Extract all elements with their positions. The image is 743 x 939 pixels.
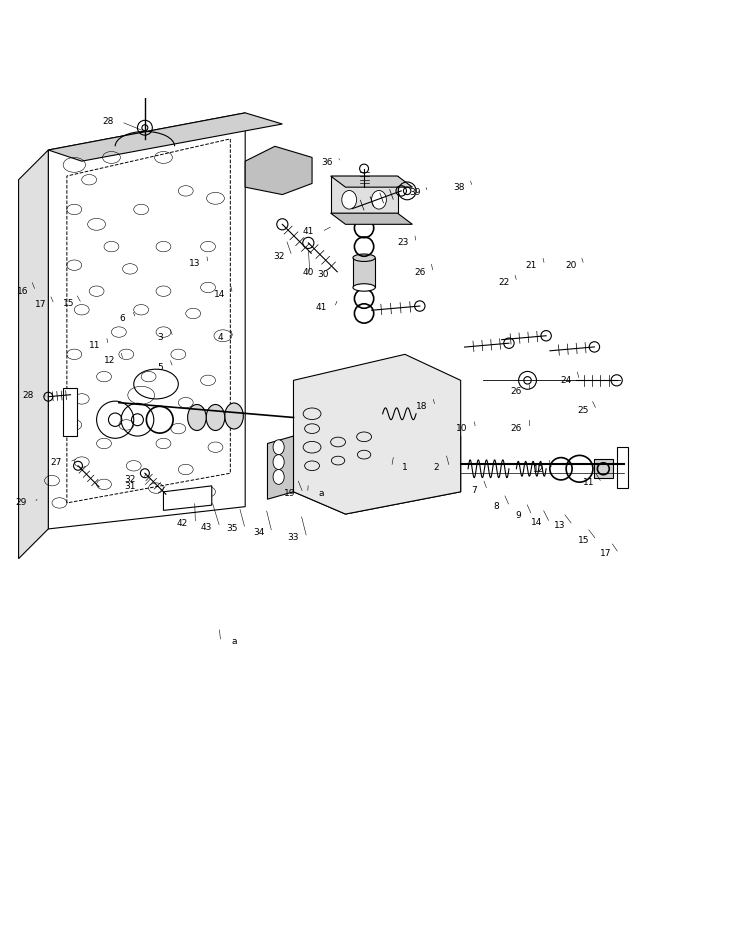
Polygon shape	[48, 113, 245, 529]
Text: 11: 11	[89, 341, 101, 350]
Text: 39: 39	[409, 188, 421, 197]
Text: 12: 12	[104, 356, 116, 364]
Text: 19: 19	[284, 489, 296, 498]
Polygon shape	[293, 436, 345, 514]
Text: 41: 41	[315, 303, 327, 312]
Polygon shape	[48, 113, 282, 162]
Text: 27: 27	[50, 457, 62, 467]
Bar	[353, 257, 375, 287]
Text: 17: 17	[35, 300, 47, 309]
Text: a: a	[231, 638, 237, 646]
Text: 3: 3	[157, 332, 163, 342]
Text: 2: 2	[433, 463, 439, 471]
Text: 15: 15	[62, 300, 74, 308]
Text: 28: 28	[22, 391, 34, 400]
Ellipse shape	[273, 454, 284, 470]
Ellipse shape	[273, 439, 284, 454]
Text: 17: 17	[600, 549, 611, 558]
Polygon shape	[331, 176, 398, 213]
Ellipse shape	[353, 254, 375, 261]
Text: 29: 29	[15, 499, 27, 507]
Text: 35: 35	[226, 525, 238, 533]
Text: 14: 14	[531, 518, 542, 528]
Bar	[617, 447, 628, 488]
Text: 23: 23	[397, 239, 409, 247]
Text: 13: 13	[554, 521, 565, 530]
Ellipse shape	[372, 191, 386, 209]
Polygon shape	[331, 213, 412, 224]
Text: 1: 1	[402, 463, 408, 471]
Polygon shape	[331, 176, 412, 187]
Text: 16: 16	[16, 286, 28, 296]
Ellipse shape	[207, 405, 224, 430]
Text: a: a	[318, 489, 324, 498]
Text: 31: 31	[124, 482, 136, 491]
Text: 38: 38	[453, 183, 465, 192]
Text: 18: 18	[416, 402, 428, 411]
Text: 32: 32	[273, 252, 285, 261]
Polygon shape	[267, 436, 293, 500]
Text: 15: 15	[577, 535, 589, 545]
Text: 34: 34	[253, 528, 265, 537]
Text: 26: 26	[510, 424, 522, 433]
Text: 5: 5	[157, 363, 163, 372]
Text: 32: 32	[124, 474, 136, 484]
Text: 13: 13	[189, 259, 201, 269]
Text: 30: 30	[317, 269, 329, 279]
Text: 36: 36	[321, 158, 333, 167]
Text: 43: 43	[201, 523, 212, 532]
Text: 4: 4	[217, 333, 223, 343]
Bar	[63, 388, 77, 436]
Text: 22: 22	[498, 278, 510, 286]
Text: 21: 21	[525, 261, 537, 269]
Text: 14: 14	[213, 289, 225, 299]
Text: 12: 12	[533, 465, 545, 474]
Text: 40: 40	[302, 269, 314, 277]
Text: 11: 11	[583, 478, 594, 487]
Polygon shape	[345, 436, 461, 514]
Polygon shape	[293, 354, 461, 514]
Ellipse shape	[224, 403, 243, 429]
Text: 28: 28	[102, 117, 114, 126]
Polygon shape	[19, 150, 48, 559]
Text: 25: 25	[577, 406, 589, 414]
Polygon shape	[245, 146, 312, 194]
Text: 9: 9	[516, 511, 522, 520]
Text: 10: 10	[456, 424, 468, 433]
Ellipse shape	[187, 405, 207, 430]
Text: 26: 26	[510, 387, 522, 396]
Text: 41: 41	[302, 227, 314, 237]
Bar	[594, 459, 613, 478]
Polygon shape	[163, 485, 212, 511]
Text: 26: 26	[414, 269, 426, 277]
Text: 7: 7	[471, 485, 477, 495]
Text: 24: 24	[560, 376, 572, 385]
Ellipse shape	[342, 191, 357, 209]
Text: 20: 20	[565, 261, 577, 269]
Text: 6: 6	[120, 315, 126, 323]
Text: 33: 33	[288, 533, 299, 543]
Text: 42: 42	[176, 519, 188, 529]
Ellipse shape	[273, 470, 284, 485]
Ellipse shape	[353, 284, 375, 291]
Text: 8: 8	[493, 502, 499, 511]
Polygon shape	[293, 414, 461, 458]
